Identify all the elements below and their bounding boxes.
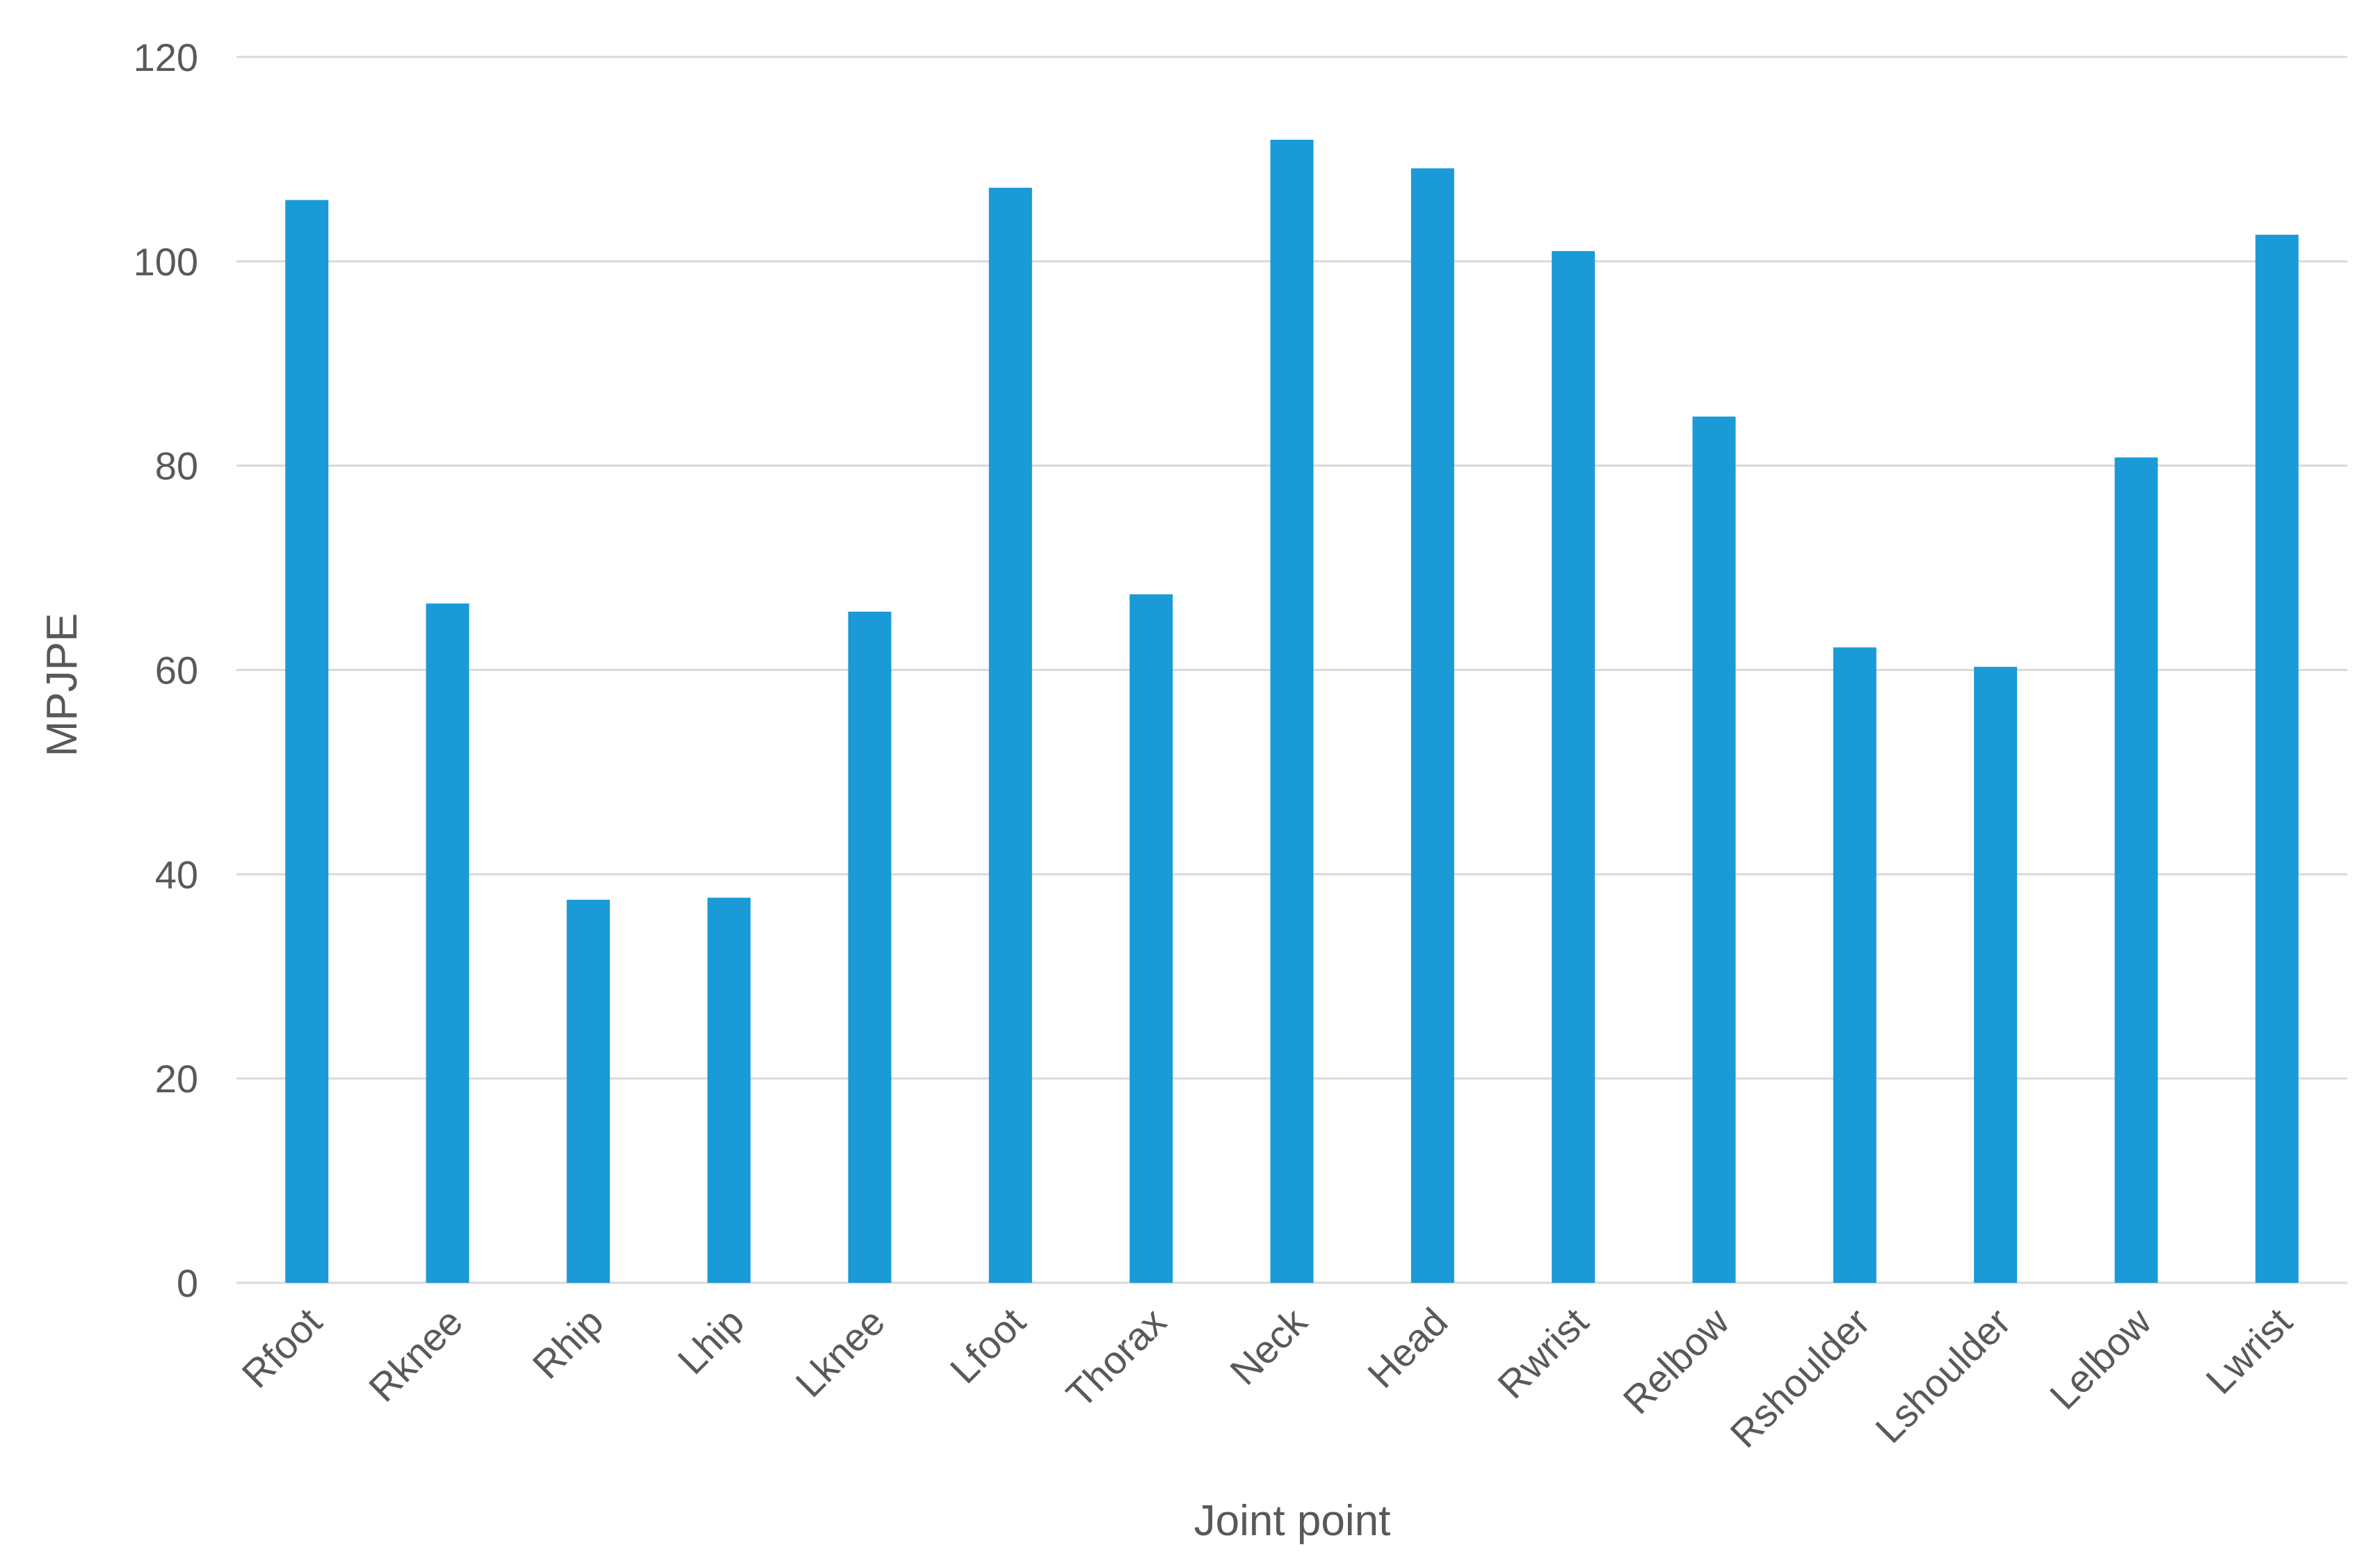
bar-lelbow	[2114, 457, 2158, 1283]
x-tick-label-rwrist: Rwrist	[1489, 1299, 1597, 1407]
bar-rknee	[426, 604, 469, 1283]
bar-relbow	[1692, 416, 1736, 1283]
x-tick-label-lhip: Lhip	[669, 1299, 752, 1382]
y-tick-label: 20	[155, 1057, 198, 1101]
y-tick-label: 40	[155, 852, 198, 896]
bar-thorax	[1129, 594, 1173, 1283]
x-tick-label-rshoulder: Rshoulder	[1721, 1299, 1878, 1456]
y-tick-label: 0	[177, 1261, 198, 1305]
bar-rhip	[566, 900, 610, 1283]
x-tick-label-lfoot: Lfoot	[942, 1299, 1034, 1392]
bar-lhip	[707, 898, 751, 1283]
bar-head	[1410, 168, 1454, 1283]
x-tick-labels: Rfoot Rknee Rhip Lhip Lknee Lfoot Thorax Neck He…	[233, 1299, 2300, 1456]
x-tick-label-lshoulder: Lshoulder	[1867, 1299, 2018, 1451]
x-tick-label-lwrist: Lwrist	[2197, 1299, 2300, 1402]
bars	[285, 140, 2299, 1283]
bar-rshoulder	[1833, 647, 1876, 1283]
x-tick-label-head: Head	[1359, 1299, 1456, 1396]
y-tick-label: 80	[155, 444, 198, 488]
x-tick-label-neck: Neck	[1221, 1299, 1315, 1393]
x-tick-label-rknee: Rknee	[360, 1299, 471, 1410]
x-tick-label-thorax: Thorax	[1058, 1299, 1175, 1416]
x-tick-label-relbow: Relbow	[1614, 1299, 1737, 1423]
y-tick-label: 60	[155, 649, 198, 693]
bar-lfoot	[988, 188, 1032, 1283]
bar-neck	[1270, 140, 1314, 1283]
bar-lshoulder	[1974, 667, 2018, 1283]
x-axis-title: Joint point	[1194, 1497, 1391, 1545]
bar-rfoot	[285, 200, 329, 1283]
x-tick-label-rfoot: Rfoot	[233, 1299, 330, 1397]
y-axis-title: MPJPE	[38, 613, 86, 757]
x-tick-label-lelbow: Lelbow	[2041, 1299, 2160, 1418]
y-tick-labels: 0 20 40 60 80 100 120	[134, 35, 198, 1305]
y-tick-label: 100	[134, 240, 198, 284]
bar-lwrist	[2255, 234, 2299, 1283]
x-tick-label-rhip: Rhip	[524, 1299, 611, 1387]
x-tick-label-lknee: Lknee	[787, 1299, 893, 1405]
bar-rwrist	[1552, 251, 1595, 1283]
bar-lknee	[848, 611, 892, 1283]
y-tick-label: 120	[134, 35, 198, 79]
